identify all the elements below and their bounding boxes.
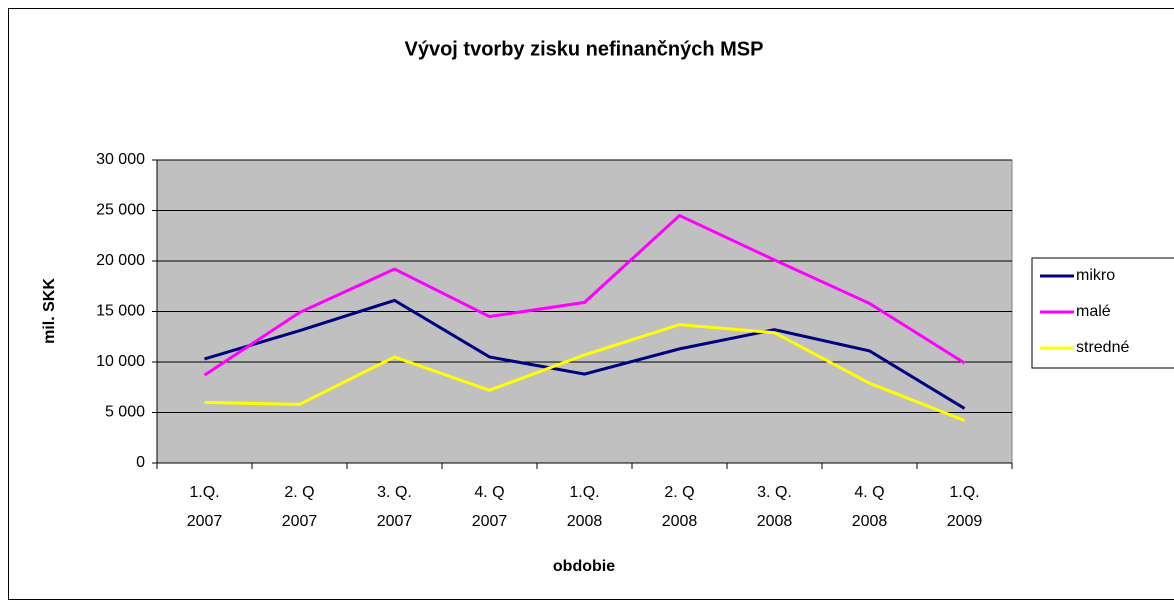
x-tick-label: 2. Q 2008 — [662, 484, 698, 530]
x-tick-label: 3. Q. 2008 — [757, 484, 793, 530]
x-tick-label: 2. Q 2007 — [282, 484, 318, 530]
legend-label: malé — [1076, 303, 1111, 320]
x-tick-label: 4. Q 2008 — [852, 484, 888, 530]
y-tick-label: 0 — [136, 454, 145, 471]
y-tick-label: 15 000 — [96, 303, 145, 320]
line-series — [204, 298, 966, 410]
x-tick-label: 4. Q 2007 — [472, 484, 508, 530]
y-tick-label: 10 000 — [96, 353, 145, 370]
y-axis-label: mil. SKK — [41, 278, 58, 344]
legend-label: mikro — [1076, 267, 1115, 284]
x-tick-label: 3. Q. 2007 — [377, 484, 413, 530]
x-tick-label: 1.Q. 2007 — [187, 484, 223, 530]
legend-label: stredné — [1076, 339, 1129, 356]
y-tick-label: 20 000 — [96, 252, 145, 269]
y-tick-label: 25 000 — [96, 202, 145, 219]
x-tick-label: 1.Q. 2008 — [567, 484, 603, 530]
chart-title: Vývoj tvorby zisku nefinančných MSP — [405, 38, 764, 60]
x-axis-label: obdobie — [553, 558, 615, 575]
line-series — [203, 213, 966, 377]
x-tick-label: 1.Q. 2009 — [947, 484, 983, 530]
y-tick-label: 30 000 — [96, 151, 145, 168]
line-series — [204, 323, 966, 422]
y-tick-label: 5 000 — [105, 404, 145, 421]
